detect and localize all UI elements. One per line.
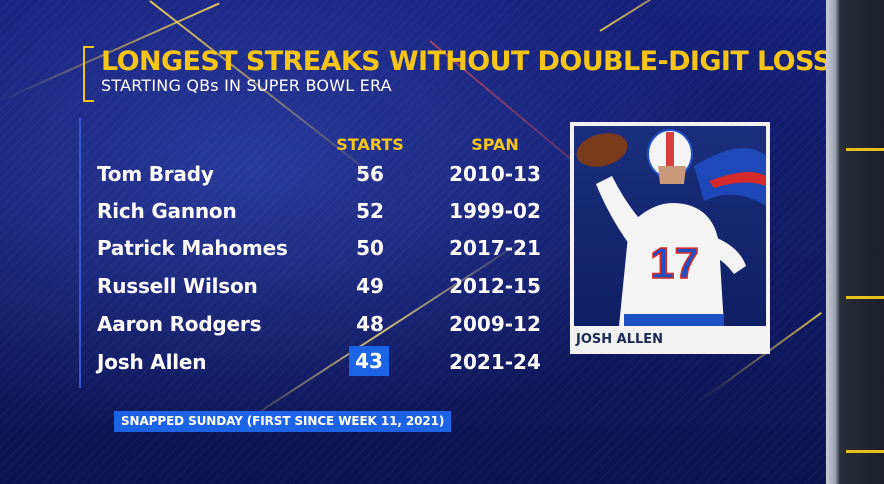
table-divider — [79, 118, 81, 388]
table-row: Aaron Rodgers 48 2009-12 — [0, 306, 560, 340]
qb-starts: 56 — [356, 162, 384, 186]
side-accent-bar — [846, 148, 884, 151]
title-bracket — [83, 46, 94, 102]
qb-starts: 52 — [356, 199, 384, 223]
qb-name: Tom Brady — [97, 162, 214, 186]
table-row: Rich Gannon 52 1999-02 — [0, 193, 560, 227]
jersey-number: 17 — [650, 239, 699, 288]
bills-logo-stripe — [709, 172, 766, 188]
side-accent-bar — [846, 450, 884, 453]
qb-starts: 49 — [356, 274, 384, 298]
qb-starts: 50 — [356, 236, 384, 260]
player-photo-caption: JOSH ALLEN — [576, 332, 664, 347]
qb-span: 2009-12 — [449, 312, 541, 336]
light-streak — [599, 0, 788, 32]
table-row: Russell Wilson 49 2012-15 — [0, 268, 560, 302]
column-header-span: SPAN — [471, 135, 519, 154]
helmet-stripe — [666, 132, 674, 176]
streak-snapped-note: SNAPPED SUNDAY (FIRST SINCE WEEK 11, 202… — [114, 411, 452, 432]
qb-name: Rich Gannon — [97, 199, 237, 223]
player-photo: 17 — [574, 126, 766, 326]
player-face — [658, 166, 686, 184]
table-row: Patrick Mahomes 50 2017-21 — [0, 230, 560, 264]
studio-side-panel — [826, 0, 884, 484]
player-left-arm — [708, 236, 746, 274]
graphic-board: LONGEST STREAKS WITHOUT DOUBLE-DIGIT LOS… — [0, 0, 826, 484]
column-header-starts: STARTS — [336, 135, 404, 154]
qb-span: 2017-21 — [449, 236, 541, 260]
qb-name: Josh Allen — [97, 350, 207, 374]
graphic-subtitle: STARTING QBs IN SUPER BOWL ERA — [101, 76, 392, 95]
qb-name: Aaron Rodgers — [97, 312, 262, 336]
qb-name: Patrick Mahomes — [97, 236, 288, 260]
player-arm — [596, 176, 644, 244]
player-pants — [624, 314, 724, 326]
qb-span: 2021-24 — [449, 350, 541, 374]
qb-starts-highlight: 43 — [349, 346, 389, 376]
table-row-highlighted: Josh Allen 43 2021-24 — [0, 344, 560, 378]
qb-span: 2010-13 — [449, 162, 541, 186]
player-illustration: 17 — [576, 129, 766, 326]
graphic-title: LONGEST STREAKS WITHOUT DOUBLE-DIGIT LOS… — [101, 46, 826, 77]
qb-starts: 48 — [356, 312, 384, 336]
player-jersey — [619, 202, 724, 326]
player-photo-card: 17 JOSH ALLEN — [570, 122, 770, 354]
table-row: Tom Brady 56 2010-13 — [0, 156, 560, 190]
qb-span: 2012-15 — [449, 274, 541, 298]
football — [576, 133, 628, 167]
qb-name: Russell Wilson — [97, 274, 258, 298]
side-accent-bar — [846, 296, 884, 299]
qb-span: 1999-02 — [449, 199, 541, 223]
